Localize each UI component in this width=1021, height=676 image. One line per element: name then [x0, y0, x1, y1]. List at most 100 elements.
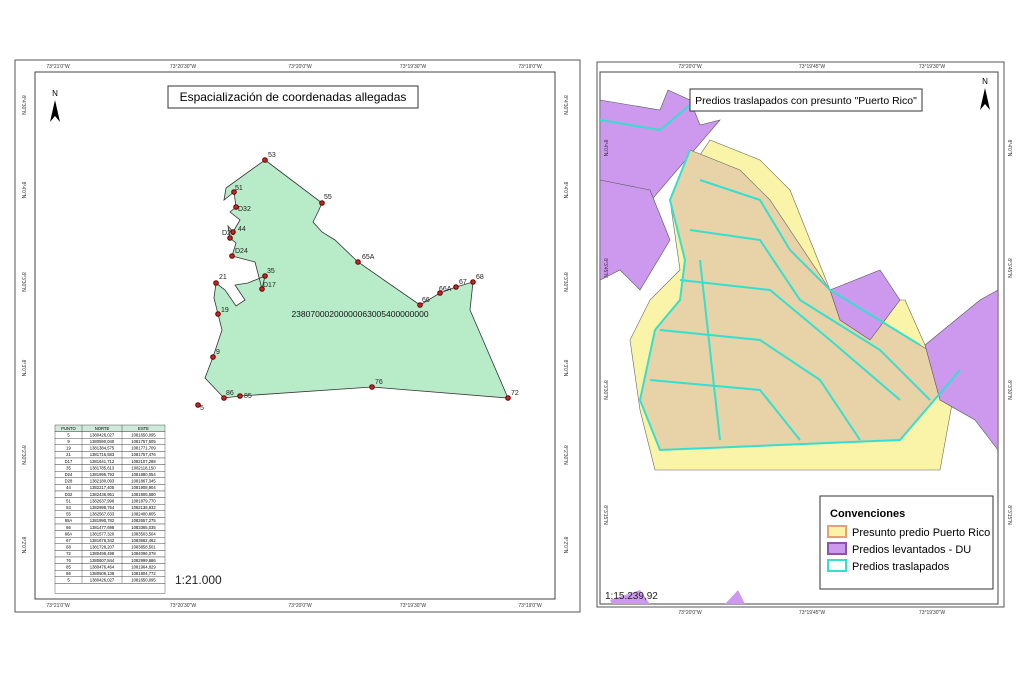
lat-tick-label: 8°3'45"N	[1006, 258, 1012, 278]
table-cell: 1084096,078	[131, 551, 156, 556]
table-cell: 1081804,772	[131, 571, 156, 576]
lat-tick-label: 8°3'15"N	[602, 505, 608, 525]
point-marker	[213, 280, 219, 286]
left-ticks: 73°21'0"W 73°21'0"W 73°20'30"W 73°20'30"W 73…	[20, 64, 568, 609]
table-cell: 1381384,575	[90, 446, 115, 451]
table-cell: 1083682,462	[131, 538, 156, 543]
table-cell: 1382637,996	[90, 498, 115, 503]
table-cell: D28	[65, 479, 73, 484]
table-cell: 1082107,288	[131, 459, 156, 464]
table-cell: 1081650,095	[131, 578, 156, 583]
table-cell: 1381477,698	[90, 525, 115, 530]
point-marker	[195, 402, 201, 408]
left-scale: 1:21.000	[175, 573, 222, 587]
point-label: 35	[267, 268, 275, 275]
point-label: 53	[268, 152, 276, 159]
lat-tick-label: 8°4'0"N	[602, 140, 608, 157]
point-marker	[262, 273, 268, 279]
point-label: 66	[422, 297, 430, 304]
lat-tick-label: 8°3'0"N	[562, 360, 568, 377]
point-label: D28	[222, 230, 235, 237]
lon-tick-label: 73°19'30"W	[919, 610, 945, 616]
point-marker	[453, 284, 459, 290]
legend-label: Predios levantados - DU	[852, 544, 971, 556]
point-label: D24	[235, 248, 248, 255]
table-blank	[54, 583, 166, 594]
lon-tick-label: 73°19'0"W	[518, 64, 542, 70]
lat-tick-label: 8°4'0"N	[562, 182, 568, 199]
lon-tick-label: 73°20'0"W	[288, 64, 312, 70]
lat-tick-label: 8°4'0"N	[20, 182, 26, 199]
lon-tick-label: 73°20'30"W	[170, 64, 196, 70]
table-cell: 1081771,709	[131, 446, 156, 451]
lon-tick-label: 73°19'30"W	[400, 603, 426, 609]
point-label: 19	[221, 307, 229, 314]
lat-tick-label: 8°3'0"N	[20, 360, 26, 377]
point-label: D32	[238, 206, 251, 213]
legend-label: Predios traslapados	[852, 561, 950, 573]
table-cell: 1081650,095	[131, 432, 156, 437]
point-label: 86	[226, 390, 234, 397]
table-cell: D32	[65, 492, 73, 497]
lat-tick-label: 8°3'45"N	[602, 258, 608, 278]
table-cell: 1381676,342	[90, 538, 115, 543]
table-cell: 1083365,035	[131, 525, 156, 530]
point-label: 5	[200, 405, 204, 412]
table-cell: 1081757,476	[131, 452, 156, 457]
table-cell: 1381716,583	[90, 452, 115, 457]
lon-tick-label: 73°20'30"W	[170, 603, 196, 609]
table-cell: 19	[66, 446, 71, 451]
table-header: PUNTO	[61, 426, 76, 431]
point-marker	[417, 302, 423, 308]
right-title: Predios traslapados con presunto "Puerto…	[695, 95, 917, 107]
point-label: 76	[375, 379, 383, 386]
table-cell: 1382436,951	[90, 492, 115, 497]
north-label: N	[982, 77, 988, 86]
point-marker	[231, 189, 237, 195]
table-cell: 1082136,932	[131, 505, 156, 510]
legend-box	[819, 495, 994, 590]
table-cell: 55	[66, 512, 71, 517]
table-cell: 1082999,686	[131, 558, 156, 563]
table-cell: 1082118,150	[131, 465, 156, 470]
lon-tick-label: 73°19'45"W	[799, 610, 825, 616]
point-marker	[229, 253, 235, 259]
table-cell: 1380509,136	[90, 571, 115, 576]
table-cell: 51	[66, 498, 71, 503]
lat-tick-label: 8°3'30"N	[1006, 380, 1012, 400]
table-cell: D17	[65, 459, 73, 464]
point-label: 51	[235, 185, 243, 192]
table-cell: 1081757,505	[131, 439, 156, 444]
point-marker	[259, 286, 265, 292]
point-label: 55	[324, 194, 332, 201]
lat-tick-label: 8°2'0"N	[562, 537, 568, 554]
table-cell: 1083503,504	[131, 531, 156, 536]
lat-tick-label: 8°2'30"N	[562, 445, 568, 465]
table-cell: 1081964,829	[131, 564, 156, 569]
point-label: 44	[238, 226, 246, 233]
table-cell: 35	[66, 465, 71, 470]
point-marker	[262, 157, 268, 163]
lon-tick-label: 73°21'0"W	[46, 603, 70, 609]
point-label: 85	[244, 393, 252, 400]
table-cell: 65A	[65, 518, 73, 523]
table-cell: 67	[66, 538, 71, 543]
table-cell: 66	[66, 525, 71, 530]
point-label: 68	[476, 274, 484, 281]
lat-tick-label: 8°3'30"N	[602, 380, 608, 400]
parcel-id: 23807000200000063005400000000	[291, 309, 428, 319]
legend-swatch	[827, 542, 847, 555]
point-label: 65A	[362, 254, 375, 261]
point-label: 9	[216, 349, 220, 356]
lon-tick-label: 73°19'45"W	[799, 64, 825, 70]
table-cell: 1081908,904	[131, 485, 156, 490]
lat-tick-label: 8°4'0"N	[1006, 140, 1012, 157]
lat-tick-label: 8°2'30"N	[20, 445, 26, 465]
table-cell: 53	[66, 505, 71, 510]
point-marker	[210, 354, 216, 360]
table-header: NORTE	[95, 426, 110, 431]
table-cell: 21	[66, 452, 71, 457]
lat-tick-label: 8°4'30"N	[20, 95, 26, 115]
